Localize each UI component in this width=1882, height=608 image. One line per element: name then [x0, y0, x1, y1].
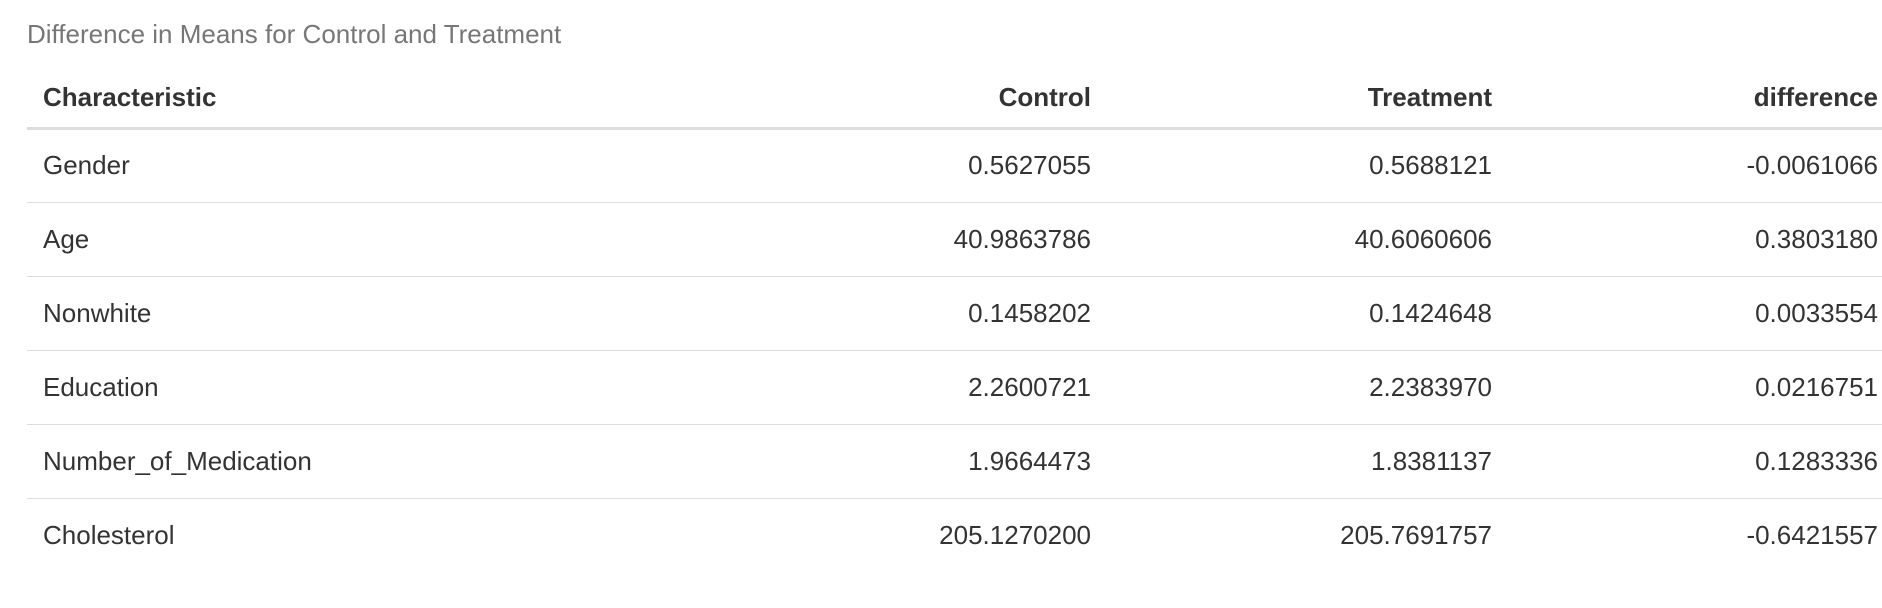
cell-treatment: 2.2383970	[1107, 350, 1508, 425]
header-characteristic: Characteristic	[27, 76, 641, 130]
cell-characteristic: Nonwhite	[27, 276, 641, 351]
cell-control: 2.2600721	[641, 350, 1107, 425]
header-control: Control	[641, 76, 1107, 130]
table-row: Gender 0.5627055 0.5688121 -0.0061066	[27, 128, 1882, 203]
table-row: Education 2.2600721 2.2383970 0.0216751	[27, 350, 1882, 425]
cell-characteristic: Education	[27, 350, 641, 425]
table-row: Age 40.9863786 40.6060606 0.3803180	[27, 202, 1882, 277]
cell-characteristic: Number_of_Medication	[27, 424, 641, 499]
header-treatment: Treatment	[1107, 76, 1508, 130]
cell-treatment: 1.8381137	[1107, 424, 1508, 499]
table-header: Characteristic Control Treatment differe…	[27, 76, 1882, 130]
cell-control: 40.9863786	[641, 202, 1107, 277]
cell-difference: 0.1283336	[1508, 424, 1882, 499]
table-caption: Difference in Means for Control and Trea…	[27, 19, 562, 49]
cell-characteristic: Cholesterol	[43, 519, 175, 550]
cell-difference: 0.0033554	[1508, 276, 1882, 351]
cell-control: 1.9664473	[641, 424, 1107, 499]
cell-difference: 0.0216751	[1508, 350, 1882, 425]
cell-treatment: 0.5688121	[1107, 128, 1508, 203]
cell-difference: -0.0061066	[1508, 128, 1882, 203]
cell-control: 0.1458202	[641, 276, 1107, 351]
table-container: Difference in Means for Control and Trea…	[27, 12, 1882, 572]
table-row: Number_of_Medication 1.9664473 1.8381137…	[27, 424, 1882, 499]
cell-control: 205.1270200	[939, 519, 1091, 550]
table-row: Nonwhite 0.1458202 0.1424648 0.0033554	[27, 276, 1882, 351]
means-table: Characteristic Control Treatment differe…	[27, 76, 1882, 572]
cell-treatment: 0.1424648	[1107, 276, 1508, 351]
cell-treatment: 40.6060606	[1107, 202, 1508, 277]
cell-difference: -0.6421557	[1746, 519, 1878, 550]
cell-control: 0.5627055	[641, 128, 1107, 203]
header-difference: difference	[1508, 76, 1882, 130]
cell-treatment: 205.7691757	[1340, 519, 1492, 550]
header-row: Characteristic Control Treatment differe…	[27, 76, 1882, 130]
cell-characteristic: Age	[27, 202, 641, 277]
table-row: Cholesterol 205.1270200 205.7691757 -0.6…	[27, 498, 1882, 572]
table-body: Gender 0.5627055 0.5688121 -0.0061066 Ag…	[27, 128, 1882, 572]
cell-difference: 0.3803180	[1508, 202, 1882, 277]
cell-characteristic: Gender	[27, 128, 641, 203]
